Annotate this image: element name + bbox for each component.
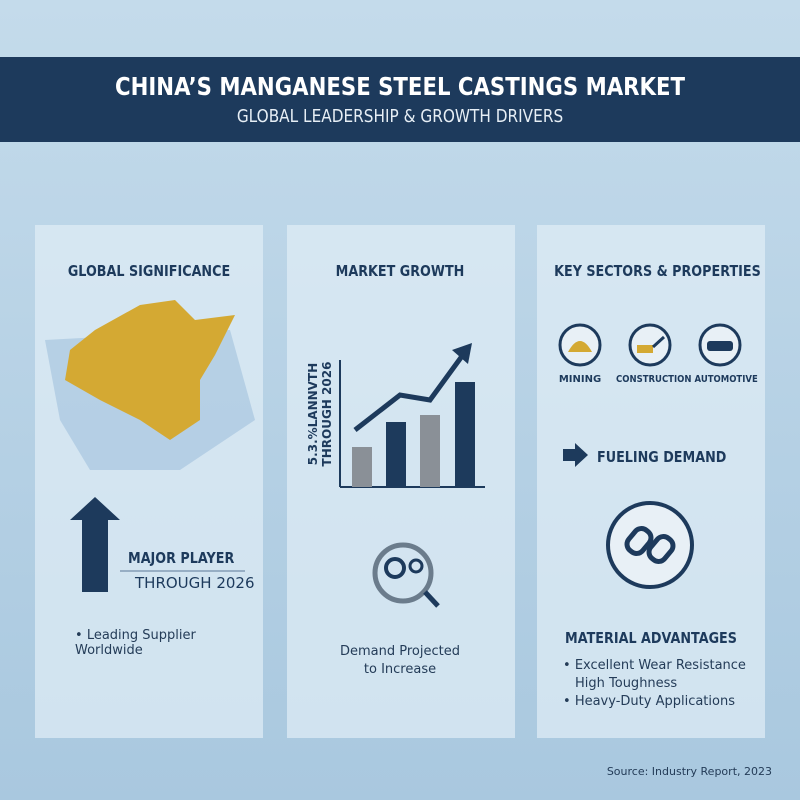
panel-heading: GLOBAL SIGNIFICANCE [67, 262, 231, 280]
panel [537, 225, 765, 738]
callout-sub: THROUGH 2026 [135, 574, 255, 592]
panel-heading: MARKET GROWTH [335, 262, 465, 280]
source: Source: Industry Report, 2023 [606, 765, 772, 778]
sector-label: MINING [558, 374, 602, 385]
driver: FUELING DEMAND [597, 448, 727, 466]
bullet-text: Leading Supplier Worldwide [75, 628, 196, 658]
title: CHINA’S MANGANESE STEEL CASTINGS MARKET [114, 72, 686, 101]
note-line: Demand Projected [340, 644, 460, 659]
axis-label: 5.3.%LANNVTH THROUGH 2026 [306, 354, 334, 474]
callout: MAJOR PLAYER [128, 549, 235, 567]
subtitle: GLOBAL LEADERSHIP & GROWTH DRIVERS [236, 106, 564, 127]
panel-heading: KEY SECTORS & PROPERTIES [554, 262, 761, 280]
bullet-list: • Excellent Wear Resistance High Toughne… [563, 658, 746, 709]
subheading: MATERIAL ADVANTAGES [565, 629, 737, 647]
axis-label-line: THROUGH 2026 [320, 361, 334, 467]
note: Demand Projected to Increase [287, 643, 513, 679]
bullet: • Leading Supplier Worldwide [75, 628, 196, 658]
bullet-text: Heavy-Duty Applications [574, 694, 735, 709]
header-band [0, 57, 800, 142]
bullet-text: Excellent Wear Resistance [574, 658, 746, 673]
note-line: to Increase [363, 662, 437, 677]
axis-label-line: 5.3.%LANNVTH [306, 362, 320, 466]
sector-label: CONSTRUCTION [616, 374, 692, 385]
sector-label: AUTOMOTIVE [694, 374, 758, 385]
bullet-text: High Toughness [575, 676, 678, 691]
